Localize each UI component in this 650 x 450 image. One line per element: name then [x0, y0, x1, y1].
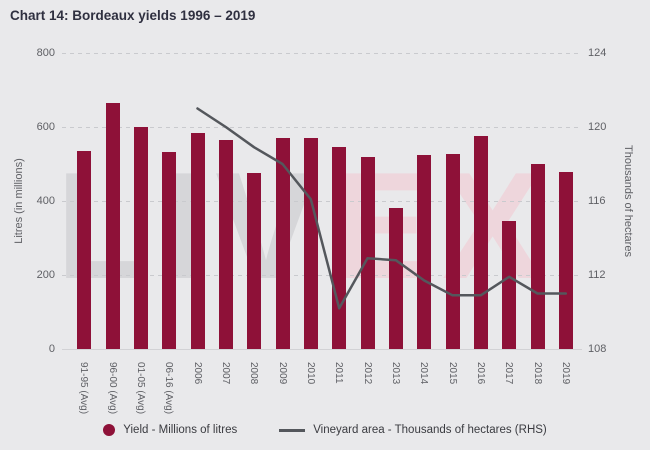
- bar-2008: [247, 172, 262, 349]
- vineyard-legend-marker-icon: [279, 428, 306, 432]
- bar-2015: [445, 154, 460, 349]
- right-axis-tick-112: 112: [588, 269, 606, 281]
- legend-item-vineyard: Vineyard area - Thousands of hectares (R…: [279, 424, 547, 436]
- right-axis-tick-124: 124: [588, 47, 607, 59]
- bar-2013: [388, 208, 403, 349]
- vineyard-area-polyline: [196, 107, 568, 310]
- left-axis-tick-0: 0: [48, 343, 55, 355]
- yield-legend-label: Yield - Millions of litres: [123, 424, 238, 436]
- bar-91-95 (Avg): [77, 151, 92, 349]
- vineyard-legend-label: Vineyard area - Thousands of hectares (R…: [313, 424, 547, 436]
- bar-2007: [218, 139, 233, 349]
- gridline-400: [62, 201, 582, 202]
- left-axis-tick-400: 400: [36, 195, 55, 207]
- bar-2017: [502, 221, 517, 349]
- bar-01-05 (Avg): [133, 127, 148, 349]
- gridline-800: [62, 53, 582, 54]
- yield-legend-marker-icon: [103, 424, 116, 436]
- gridline-0: [62, 349, 582, 350]
- bar-96-00 (Avg): [105, 102, 120, 349]
- bar-2018: [530, 164, 545, 349]
- bar-2006: [190, 132, 205, 349]
- legend-item-yield: Yield - Millions of litres: [103, 424, 237, 436]
- chart-title: Chart 14: Bordeaux yields 1996 – 2019: [10, 8, 256, 23]
- bar-2012: [360, 156, 375, 349]
- bar-06-16 (Avg): [162, 151, 177, 349]
- right-axis-tick-108: 108: [588, 343, 607, 355]
- left-axis-tick-200: 200: [36, 269, 55, 281]
- left-axis-tick-600: 600: [36, 121, 55, 133]
- legend: Yield - Millions of litres Vineyard area…: [0, 424, 650, 436]
- bar-2009: [275, 138, 290, 349]
- watermark-liv: LIV: [56, 141, 328, 311]
- left-axis-tick-800: 800: [36, 47, 55, 59]
- right-axis-tick-120: 120: [588, 121, 607, 133]
- right-axis-tick-116: 116: [588, 195, 606, 207]
- bar-2010: [303, 138, 318, 349]
- bar-2014: [417, 155, 432, 349]
- gridline-600: [62, 127, 582, 128]
- bar-2019: [558, 172, 573, 349]
- gridline-200: [62, 275, 582, 276]
